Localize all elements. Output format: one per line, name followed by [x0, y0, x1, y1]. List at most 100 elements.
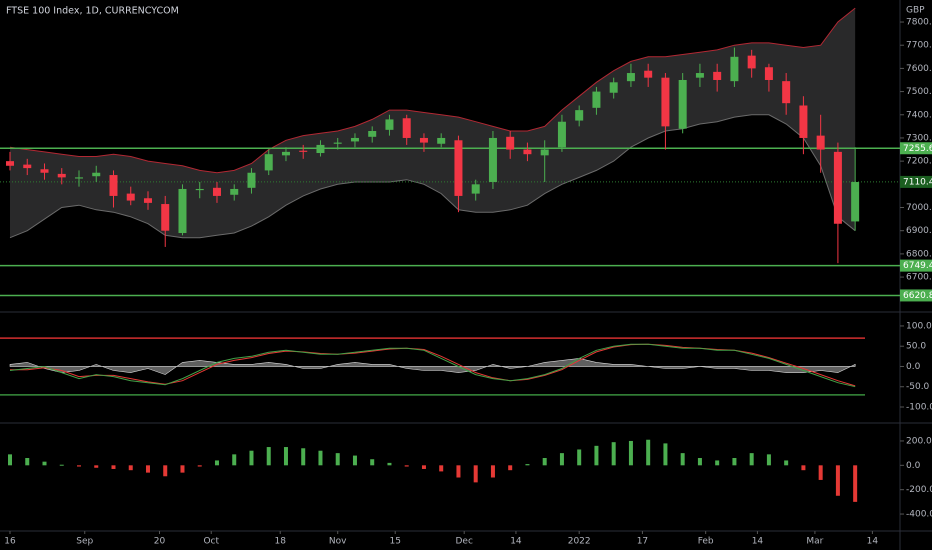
histogram-bar [715, 460, 720, 466]
histogram-bar [473, 465, 478, 483]
histogram-bar [835, 465, 840, 496]
histogram-bar [508, 465, 513, 471]
histogram-bar [680, 453, 685, 466]
y-tick-label: 7700.0 [906, 41, 932, 51]
x-tick-label: Oct [203, 537, 219, 547]
histogram-bar [542, 458, 547, 466]
band-upper [9, 7, 856, 174]
histogram-bar [646, 439, 651, 466]
candle-body [247, 172, 256, 188]
candle-body [713, 71, 722, 80]
histogram-bar [214, 460, 219, 466]
histogram-bar [749, 453, 754, 466]
oscillator-line [10, 343, 856, 387]
x-tick-label: 16 [4, 537, 16, 547]
x-tick-label: 18 [274, 537, 286, 547]
histogram-bar [611, 442, 616, 466]
candle-body [23, 164, 32, 169]
y-tick-label: 7200.0 [906, 157, 932, 167]
y-tick-label: 50.0 [906, 342, 926, 352]
band-fill [10, 8, 856, 238]
candle-body [230, 188, 239, 195]
level-label-box [900, 289, 932, 302]
histogram-bar [180, 465, 185, 473]
candle-body [109, 175, 118, 196]
candle-body [782, 81, 791, 104]
chart-title: FTSE 100 Index, 1D, CURRENCYCOM [6, 6, 179, 17]
histogram-bar [404, 465, 409, 467]
histogram-bar [421, 465, 426, 469]
candle-body [419, 137, 428, 143]
histogram-bar [697, 458, 702, 466]
candle-body [57, 173, 66, 178]
candle-body [74, 177, 83, 179]
y-tick-label: 7800.0 [906, 18, 932, 28]
histogram-bar [42, 461, 47, 466]
histogram-bar [318, 450, 323, 466]
y-tick-label: 100.0 [906, 321, 932, 331]
y-tick-label: -400.0 [906, 510, 932, 520]
last-price-box [900, 175, 932, 188]
histogram-bar [577, 449, 582, 466]
x-tick-label: 2022 [568, 537, 591, 547]
histogram-bar [111, 465, 116, 469]
candle-body [816, 135, 825, 150]
histogram-bar [197, 465, 202, 467]
y-tick-label: 200.0 [906, 436, 932, 446]
x-tick-label: Dec [455, 537, 472, 547]
histogram-bar [525, 464, 530, 466]
candle-body [575, 110, 584, 121]
y-tick-label: 7600.0 [906, 64, 932, 74]
candle-body [678, 79, 687, 129]
y-tick-label: 7500.0 [906, 87, 932, 97]
histogram-bar [232, 454, 237, 466]
x-tick-label: Feb [698, 537, 714, 547]
candle-body [833, 151, 842, 224]
x-tick-label: Nov [329, 537, 347, 547]
level-label: 7255.6 [903, 144, 932, 154]
histogram-bar [853, 465, 858, 502]
x-tick-label: 17 [637, 537, 648, 547]
histogram-bar [94, 465, 99, 468]
histogram-bar [818, 465, 823, 480]
candle-body [40, 169, 49, 173]
histogram-bar [8, 454, 13, 466]
level-label: 6749.4 [903, 261, 932, 271]
currency-label: GBP [906, 6, 925, 16]
candle-body [557, 121, 566, 148]
level-label-box [900, 259, 932, 272]
candle-body [281, 151, 290, 156]
candle-body [195, 188, 204, 191]
x-tick-label: 14 [510, 537, 522, 547]
histogram-bar [163, 465, 168, 477]
x-tick-label: Mar [806, 537, 823, 547]
band-lower [9, 114, 856, 239]
histogram-bar [301, 448, 306, 466]
histogram-bar [784, 460, 789, 466]
histogram-bar [766, 454, 771, 466]
histogram-bar [352, 455, 357, 466]
y-tick-label: -50.0 [906, 382, 930, 392]
candle-body [471, 184, 480, 194]
candle-body [661, 77, 670, 127]
x-tick-label: 14 [867, 537, 879, 547]
histogram-bar [439, 465, 444, 472]
histogram-bar [370, 459, 375, 466]
candle-body [488, 137, 497, 183]
histogram-bar [283, 447, 288, 466]
x-tick-label: 20 [154, 537, 166, 547]
histogram-bar [628, 440, 633, 466]
y-tick-label: 7400.0 [906, 110, 932, 120]
candle-body [402, 118, 411, 138]
histogram-bar [76, 465, 81, 467]
x-tick-label: Sep [76, 537, 93, 547]
candle-body [540, 149, 549, 156]
candle-body [212, 187, 221, 196]
candle-body [299, 150, 308, 152]
histogram-bar [456, 465, 461, 478]
candle-body [454, 140, 463, 196]
candle-body [730, 56, 739, 82]
candle-body [747, 55, 756, 69]
candle-body [316, 144, 325, 154]
